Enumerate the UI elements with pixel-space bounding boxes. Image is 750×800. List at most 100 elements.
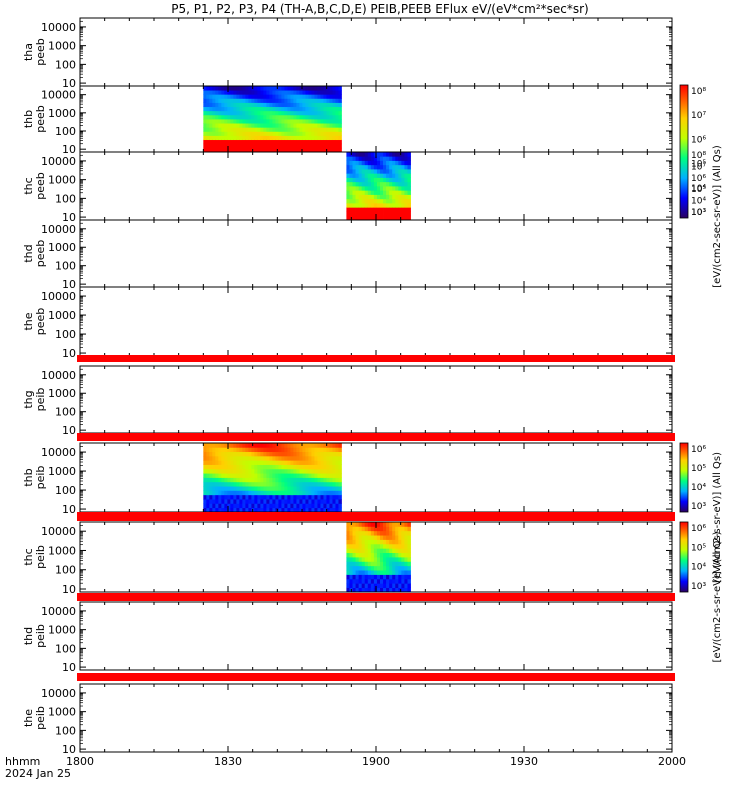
spectrogram-cell (376, 207, 381, 212)
spectrogram-cell (386, 543, 390, 549)
spectrogram-cell (236, 98, 240, 103)
spectrogram-cell (407, 173, 411, 178)
spectrogram-cell (293, 127, 297, 132)
spectrogram-cell (278, 123, 282, 128)
spectrogram-cell (383, 215, 387, 221)
spectrogram-cell (358, 557, 363, 562)
spectrogram-cell (308, 106, 312, 112)
spectrogram-cell (248, 451, 252, 457)
spectrogram-cell (314, 102, 318, 108)
spectrogram-cell (239, 451, 243, 457)
spectrogram-cell (266, 507, 270, 513)
spectrogram-cell (376, 186, 381, 191)
spectrogram-cell (317, 86, 321, 91)
spectrogram-cell (206, 139, 210, 145)
spectrogram-cell (290, 468, 294, 474)
spectrogram-cell (326, 499, 330, 504)
spectrogram-cell (239, 123, 243, 128)
spectrogram-cell (361, 173, 366, 178)
panel-label-probe: thb (22, 110, 35, 128)
spectrogram-cell (227, 494, 231, 500)
spectrogram-cell (370, 215, 375, 221)
spectrogram-cell (383, 574, 387, 580)
spectrogram-cell (376, 522, 381, 527)
spectrogram-cell (263, 123, 267, 128)
spectrogram-cell (326, 102, 330, 108)
spectrogram-cell (263, 460, 267, 465)
spectrogram-cell (284, 106, 288, 112)
spectrogram-cell (326, 473, 330, 478)
spectrogram-cell (206, 114, 210, 120)
panel-label-product: peeb (34, 172, 47, 200)
spectrogram-cell (308, 464, 312, 470)
spectrogram-cell (242, 131, 246, 136)
spectrogram-cell (236, 499, 240, 504)
spectrogram-cell (248, 447, 252, 453)
spectrogram-cell (212, 131, 216, 136)
spectrogram-cell (242, 451, 246, 457)
spectrogram-cell (239, 447, 243, 453)
spectrogram-cell (404, 539, 408, 545)
spectrogram-cell (278, 90, 282, 95)
spectrogram-cell (379, 177, 384, 183)
spectrogram-cell (367, 181, 372, 187)
spectrogram-cell (358, 535, 363, 540)
spectrogram-cell (364, 561, 369, 567)
spectrogram-cell (395, 539, 399, 545)
spectrogram-cell (364, 164, 369, 170)
spectrogram-cell (352, 539, 356, 545)
spectrogram-cell (233, 98, 237, 103)
spectrogram-cell (305, 90, 309, 95)
colorbar-tick-label: 10⁶ (691, 524, 706, 534)
spectrogram-cell (278, 114, 282, 120)
spectrogram-cell (287, 447, 291, 453)
spectrogram-cell (203, 451, 207, 457)
spectrogram-cell (221, 499, 225, 504)
panel-label-probe: thc (22, 177, 35, 194)
spectrogram-cell (254, 147, 258, 153)
panel-label-probe: thd (22, 627, 35, 645)
spectrogram-cell (257, 119, 261, 124)
spectrogram-cell (308, 460, 312, 465)
spectrogram-cell (257, 486, 261, 491)
spectrogram-cell (373, 570, 378, 575)
spectrogram-cell (263, 98, 267, 103)
spectrogram-cell (404, 181, 408, 187)
spectrogram-cell (361, 211, 366, 217)
spectrogram-cell (395, 574, 399, 580)
spectrogram-cell (358, 574, 363, 580)
spectrogram-cell (352, 173, 356, 178)
spectrogram-cell (367, 535, 372, 540)
spectrogram-cell (242, 147, 246, 153)
spectrogram-cell (404, 557, 408, 562)
spectrogram-cell (266, 147, 270, 153)
spectrogram-cell (361, 539, 366, 545)
spectrogram-cell (212, 94, 216, 99)
spectrogram-cell (314, 451, 318, 457)
spectrogram-cell (284, 473, 288, 478)
spectrogram-cell (311, 464, 315, 470)
spectrogram-cell (398, 578, 402, 584)
spectrogram-cell (376, 211, 381, 217)
spectrogram-cell (287, 486, 291, 491)
spectrogram-cell (266, 451, 270, 457)
spectrogram-cell (361, 587, 366, 593)
spectrogram-cell (302, 464, 306, 470)
spectrogram-cell (308, 110, 312, 116)
spectrogram-cell (407, 160, 411, 166)
spectrogram-cell (367, 565, 372, 571)
spectrogram-cell (239, 86, 243, 91)
spectrogram-cell (383, 583, 387, 589)
spectrogram-cell (230, 481, 234, 487)
spectrogram-cell (308, 90, 312, 95)
spectrogram-cell (314, 460, 318, 465)
spectrogram-cell (218, 481, 222, 487)
spectrogram-cell (275, 114, 279, 120)
spectrogram-cell (392, 578, 396, 584)
spectrogram-cell (317, 507, 321, 513)
spectrogram-cell (254, 468, 258, 474)
spectrogram-cell (209, 507, 213, 513)
spectrogram-cell (389, 152, 393, 157)
spectrogram-cell (355, 526, 360, 532)
spectrogram-cell (299, 123, 303, 128)
